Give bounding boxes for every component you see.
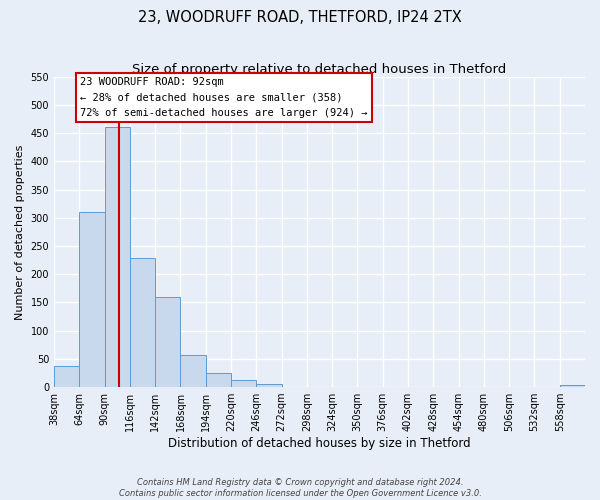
Bar	[181, 355, 206, 387]
Title: Size of property relative to detached houses in Thetford: Size of property relative to detached ho…	[133, 62, 506, 76]
Bar	[560, 386, 585, 387]
Bar	[54, 366, 79, 387]
Y-axis label: Number of detached properties: Number of detached properties	[15, 144, 25, 320]
X-axis label: Distribution of detached houses by size in Thetford: Distribution of detached houses by size …	[168, 437, 471, 450]
Bar	[206, 373, 231, 387]
Text: 23, WOODRUFF ROAD, THETFORD, IP24 2TX: 23, WOODRUFF ROAD, THETFORD, IP24 2TX	[138, 10, 462, 25]
Bar	[104, 128, 130, 387]
Bar	[155, 297, 181, 387]
Bar	[130, 258, 155, 387]
Bar	[281, 386, 307, 387]
Bar	[79, 212, 104, 387]
Bar	[256, 384, 281, 387]
Text: 23 WOODRUFF ROAD: 92sqm
← 28% of detached houses are smaller (358)
72% of semi-d: 23 WOODRUFF ROAD: 92sqm ← 28% of detache…	[80, 77, 368, 118]
Text: Contains HM Land Registry data © Crown copyright and database right 2024.
Contai: Contains HM Land Registry data © Crown c…	[119, 478, 481, 498]
Bar	[231, 380, 256, 387]
